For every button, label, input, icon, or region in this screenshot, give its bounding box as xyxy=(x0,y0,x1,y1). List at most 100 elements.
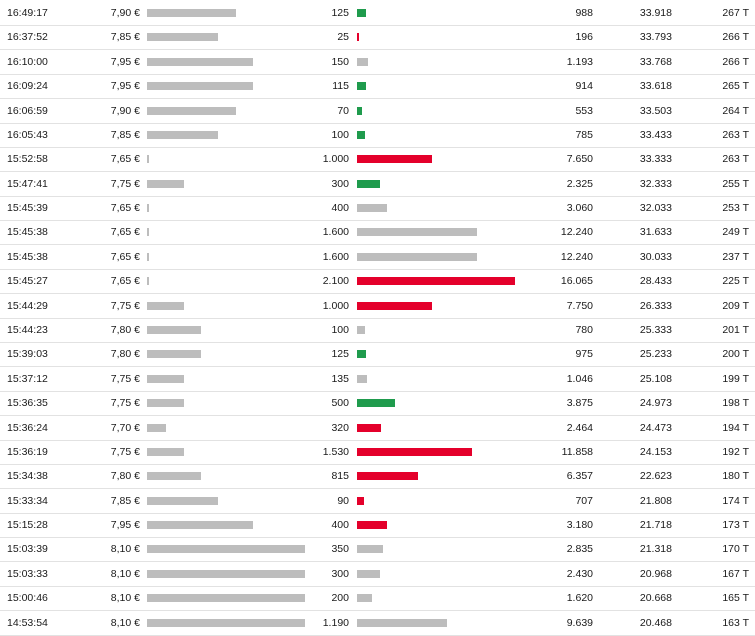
trade-count: 263 T xyxy=(722,128,749,141)
trade-time: 14:53:54 xyxy=(7,616,48,629)
price-bar xyxy=(147,106,236,115)
trade-quantity: 1.600 xyxy=(322,226,349,239)
price-bar xyxy=(147,545,305,554)
volume-bar xyxy=(357,325,365,334)
table-row: 15:03:39 8,10 € 350 2.835 21.318 170 T xyxy=(0,537,755,563)
trade-quantity: 500 xyxy=(331,397,349,410)
table-row: 16:49:17 7,90 € 125 988 33.918 267 T xyxy=(0,1,755,26)
cumulative-volume: 24.473 xyxy=(639,421,672,434)
trade-quantity: 115 xyxy=(332,80,349,93)
cumulative-volume: 32.333 xyxy=(639,177,672,190)
price-bar xyxy=(147,204,149,212)
volume-bar xyxy=(357,618,447,627)
trade-count: 267 T xyxy=(722,7,749,19)
price-bar xyxy=(147,277,149,286)
trade-count: 192 T xyxy=(722,445,749,458)
trade-turnover: 2.325 xyxy=(566,177,593,190)
trade-quantity: 1.600 xyxy=(322,250,349,263)
price-bar xyxy=(147,618,305,627)
trade-price: 7,75 € xyxy=(110,397,140,410)
volume-bar xyxy=(357,106,363,115)
trade-quantity: 135 xyxy=(331,372,349,385)
table-row: 15:44:23 7,80 € 100 780 25.333 201 T xyxy=(0,318,755,343)
trade-quantity: 200 xyxy=(331,592,349,605)
cumulative-volume: 21.808 xyxy=(639,494,672,507)
trade-turnover: 7.650 xyxy=(566,153,593,166)
trade-count: 237 T xyxy=(722,250,749,263)
trade-count: 167 T xyxy=(722,567,749,580)
trade-count: 263 T xyxy=(722,153,749,166)
trade-turnover: 914 xyxy=(575,80,593,93)
trade-count: 199 T xyxy=(722,372,749,385)
trade-time: 15:34:38 xyxy=(7,470,48,483)
trade-count: 173 T xyxy=(722,519,749,531)
price-bar xyxy=(147,179,184,188)
cumulative-volume: 21.718 xyxy=(639,519,672,531)
trade-count: 163 T xyxy=(722,616,749,629)
trade-time: 15:15:28 xyxy=(7,519,48,531)
table-row: 15:33:34 7,85 € 90 707 21.808 174 T xyxy=(0,489,755,514)
trade-price: 7,80 € xyxy=(110,470,140,483)
price-bar xyxy=(147,350,201,359)
trade-count: 198 T xyxy=(722,397,749,410)
trade-time: 15:39:03 xyxy=(7,348,48,361)
price-bar xyxy=(147,57,253,66)
cumulative-volume: 31.633 xyxy=(639,226,672,239)
trade-count: 253 T xyxy=(722,202,749,214)
trade-turnover: 553 xyxy=(575,104,593,117)
table-row: 15:45:38 7,65 € 1.600 12.240 31.633 249 T xyxy=(0,220,755,246)
trade-count: 170 T xyxy=(722,543,749,556)
volume-bar xyxy=(357,33,359,42)
price-bar xyxy=(147,447,184,456)
volume-bar xyxy=(357,569,380,578)
table-row: 15:45:38 7,65 € 1.600 12.240 30.033 237 T xyxy=(0,245,755,270)
trade-price: 7,75 € xyxy=(110,372,140,385)
trade-quantity: 100 xyxy=(331,323,349,336)
trade-time: 15:44:29 xyxy=(7,299,48,312)
trade-price: 7,65 € xyxy=(110,250,140,263)
trade-price: 8,10 € xyxy=(110,567,140,580)
volume-bar xyxy=(357,82,366,91)
cumulative-volume: 32.033 xyxy=(639,202,672,214)
trade-price: 7,80 € xyxy=(110,323,140,336)
trade-turnover: 196 xyxy=(575,31,593,44)
trade-price: 7,90 € xyxy=(110,104,140,117)
cumulative-volume: 33.503 xyxy=(639,104,672,117)
trade-quantity: 25 xyxy=(337,31,349,44)
trade-turnover: 16.065 xyxy=(560,275,593,288)
trade-count: 201 T xyxy=(722,323,749,336)
price-bar xyxy=(147,472,201,481)
trade-time: 16:37:52 xyxy=(7,31,48,44)
cumulative-volume: 33.333 xyxy=(639,153,672,166)
volume-bar xyxy=(357,521,388,529)
trade-time: 15:37:12 xyxy=(7,372,48,385)
trade-quantity: 400 xyxy=(331,202,349,214)
trade-time: 15:45:38 xyxy=(7,250,48,263)
trade-price: 8,10 € xyxy=(110,616,140,629)
trade-price: 7,95 € xyxy=(110,80,140,93)
price-bar xyxy=(147,325,201,334)
table-row: 16:09:24 7,95 € 115 914 33.618 265 T xyxy=(0,74,755,100)
trade-price: 7,65 € xyxy=(110,202,140,214)
trade-time: 15:03:39 xyxy=(7,543,48,556)
trade-turnover: 9.639 xyxy=(566,616,593,629)
price-bar xyxy=(147,82,253,91)
trade-turnover: 975 xyxy=(575,348,593,361)
volume-bar xyxy=(357,155,433,164)
trade-time: 15:45:27 xyxy=(7,275,48,288)
trade-turnover: 1.620 xyxy=(566,592,593,605)
volume-bar xyxy=(357,374,368,383)
trade-turnover: 988 xyxy=(575,7,593,19)
trade-count: 174 T xyxy=(722,494,749,507)
cumulative-volume: 26.333 xyxy=(639,299,672,312)
volume-bar xyxy=(357,204,388,212)
price-bar xyxy=(147,423,167,432)
trade-quantity: 150 xyxy=(331,55,349,68)
trade-turnover: 785 xyxy=(575,128,593,141)
trade-turnover: 707 xyxy=(575,494,593,507)
table-row: 15:15:28 7,95 € 400 3.180 21.718 173 T xyxy=(0,513,755,538)
table-row: 16:06:59 7,90 € 70 553 33.503 264 T xyxy=(0,99,755,124)
trade-count: 265 T xyxy=(722,80,749,93)
trade-time: 15:45:38 xyxy=(7,226,48,239)
trade-count: 200 T xyxy=(722,348,749,361)
